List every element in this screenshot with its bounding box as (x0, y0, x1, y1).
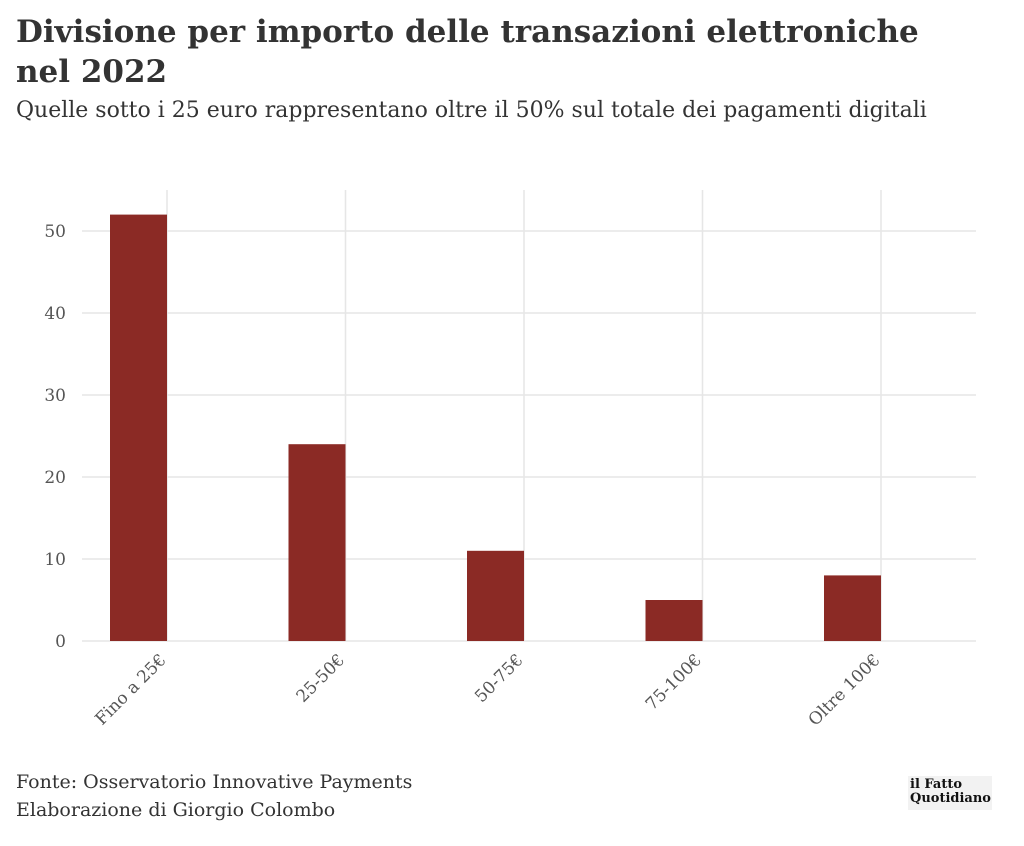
y-tick-label: 20 (44, 468, 66, 488)
bar (824, 575, 881, 641)
author-note: Elaborazione di Giorgio Colombo (16, 799, 336, 821)
chart-footer: Fonte: Osservatorio Innovative Payments … (16, 768, 412, 824)
bar (110, 214, 167, 641)
source-note: Fonte: Osservatorio Innovative Payments (16, 771, 413, 793)
y-tick-label: 30 (44, 386, 66, 406)
y-axis-ticks: 0 10 20 30 40 50 (44, 222, 66, 652)
y-tick-label: 0 (55, 632, 66, 652)
logo-line-1: il Fatto (910, 777, 963, 792)
bar (645, 600, 703, 641)
logo-line-2: Quotidiano (910, 791, 991, 806)
y-tick-label: 10 (44, 550, 66, 570)
chart-title: Divisione per importo delle transazioni … (16, 14, 919, 90)
bar (288, 444, 346, 641)
publisher-logo: il Fatto Quotidiano (908, 776, 992, 810)
x-tick-label: Oltre 100€ (805, 650, 885, 730)
y-tick-label: 50 (44, 222, 66, 242)
bar-chart: 0 10 20 30 40 50 Fino a 25€ 25-50€ 50-75€ 75-100… (44, 190, 976, 730)
bar (467, 550, 524, 641)
x-tick-label: 25-50€ (293, 650, 349, 706)
bars (110, 214, 881, 641)
chart-subtitle: Quelle sotto i 25 euro rappresentano olt… (16, 98, 927, 123)
x-tick-label: 75-100€ (642, 650, 706, 714)
x-tick-label: 50-75€ (471, 650, 527, 706)
x-tick-label: Fino a 25€ (91, 650, 170, 729)
x-axis-labels: Fino a 25€ 25-50€ 50-75€ 75-100€ Oltre 100€ (91, 650, 884, 730)
y-tick-label: 40 (44, 304, 66, 324)
y-grid (82, 190, 976, 642)
